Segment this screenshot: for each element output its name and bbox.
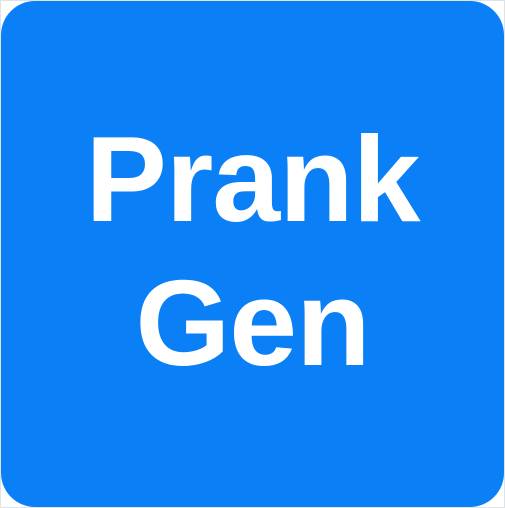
app-icon-title-line-1: Prank <box>85 111 420 247</box>
app-icon-title-line-2: Gen <box>135 255 370 391</box>
